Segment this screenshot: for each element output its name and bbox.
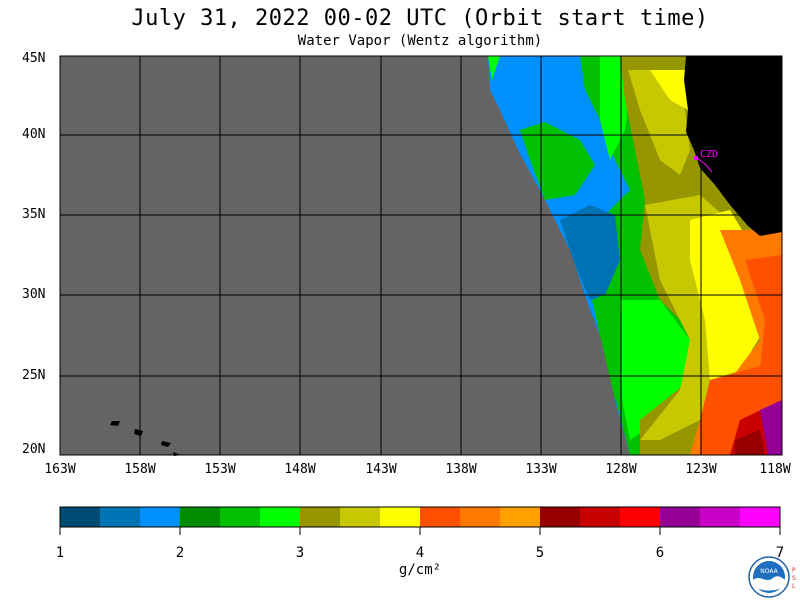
colorbar-tick-label: 3 (295, 545, 305, 561)
latitude-label: 25N (22, 368, 46, 383)
noaa-logo: NOAA (748, 556, 790, 598)
colorbar-swatch (300, 507, 341, 527)
svg-text:L: L (792, 583, 796, 590)
map-panel: CZD (59, 55, 783, 456)
longitude-label: 133W (525, 462, 557, 477)
colorbar (59, 506, 781, 535)
colorbar-swatch (740, 507, 781, 527)
colorbar-swatch (500, 507, 541, 527)
colorbar-unit: g/cm² (398, 562, 442, 578)
colorbar-ticks (59, 527, 781, 535)
colorbar-swatch (340, 507, 381, 527)
longitude-label: 138W (445, 462, 477, 477)
colorbar-swatch (460, 507, 501, 527)
longitude-label: 148W (284, 462, 316, 477)
map-frame (59, 55, 783, 456)
longitude-label: 158W (124, 462, 156, 477)
psl-mark: P S L (792, 567, 796, 590)
longitude-label: 163W (44, 462, 76, 477)
colorbar-tick-label: 2 (175, 545, 185, 561)
land-mass (684, 56, 782, 236)
latitude-label: 35N (22, 207, 46, 222)
colorbar-swatch (140, 507, 181, 527)
latitude-label: 45N (22, 51, 46, 66)
longitude-label: 118W (759, 462, 791, 477)
longitude-label: 143W (365, 462, 397, 477)
graticule (60, 56, 782, 455)
svg-text:P: P (792, 567, 796, 574)
island (161, 441, 171, 447)
colorbar-tick-label: 6 (655, 545, 665, 561)
station-label: CZD (700, 149, 718, 160)
longitude-label: 153W (204, 462, 236, 477)
colorbar-swatch (220, 507, 261, 527)
longitude-label: 123W (685, 462, 717, 477)
colorbar-swatch (260, 507, 301, 527)
colorbar-swatch (700, 507, 741, 527)
station-marker-czd: CZD (694, 149, 718, 173)
svg-text:S: S (792, 575, 796, 582)
latitude-label: 20N (22, 442, 46, 457)
longitude-label: 128W (605, 462, 637, 477)
island (134, 429, 143, 436)
colorbar-tick-label: 7 (775, 545, 785, 561)
map-subtitle: Water Vapor (Wentz algorithm) (297, 33, 543, 49)
colorbar-tick-label: 4 (415, 545, 425, 561)
colorbar-tick-label: 1 (55, 545, 65, 561)
colorbar-swatch (380, 507, 421, 527)
logo-text: NOAA (760, 568, 778, 575)
colorbar-swatch (180, 507, 221, 527)
colorbar-swatch (620, 507, 661, 527)
map-title: July 31, 2022 00-02 UTC (Orbit start tim… (131, 6, 709, 31)
colorbar-swatch (540, 507, 581, 527)
island (110, 421, 120, 426)
colorbar-swatch (100, 507, 141, 527)
colorbar-swatch (420, 507, 461, 527)
colorbar-tick-label: 5 (535, 545, 545, 561)
colorbar-swatch (60, 507, 101, 527)
latitude-label: 30N (22, 287, 46, 302)
colorbar-swatch (660, 507, 701, 527)
colorbar-swatch (580, 507, 621, 527)
latitude-label: 40N (22, 127, 46, 142)
